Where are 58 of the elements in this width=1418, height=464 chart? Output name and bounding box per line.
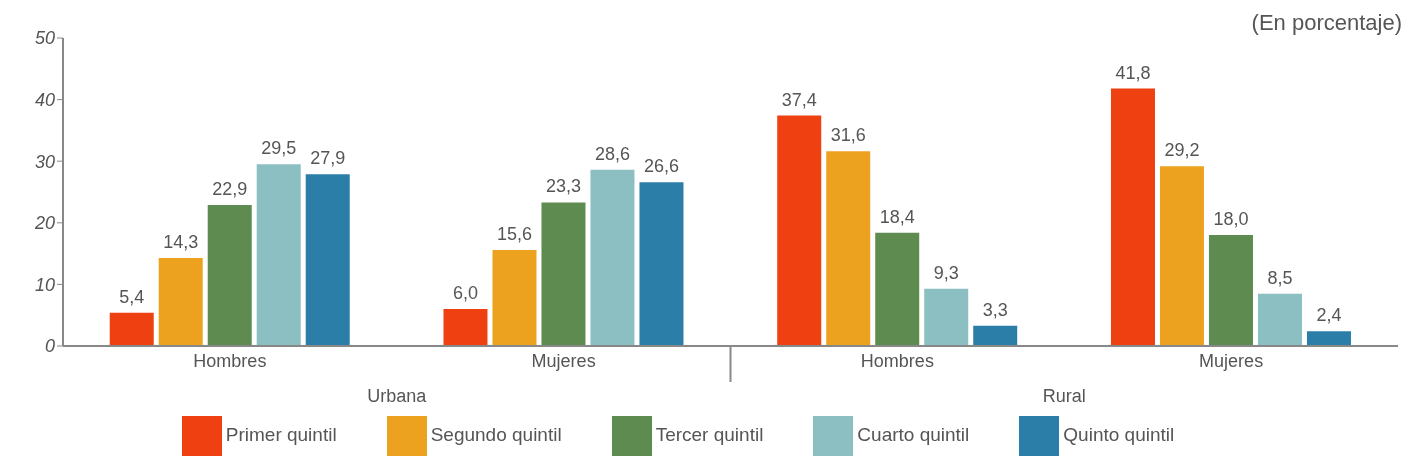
data-label: 26,6 [643,156,679,177]
bar [1110,88,1155,346]
data-label: 6,0 [452,283,478,304]
bar [826,151,871,346]
text: Rural [1042,386,1086,406]
y-tick-label: 20 [33,213,55,234]
bar [207,204,252,346]
y-tick-label: 30 [34,151,55,172]
bar [158,257,203,346]
bar [109,312,154,346]
y-tick-label: 50 [34,28,55,49]
legend-label: Tercer quintil [655,424,764,446]
data-label: 31,6 [830,125,866,146]
data-label: 22,9 [212,178,248,199]
data-label: 29,5 [261,138,297,159]
y-tick-label: 10 [34,274,55,295]
x-tick-label: Mujeres [531,350,596,371]
legend-label: Cuarto quintil [857,424,970,446]
y-tick-label: 40 [34,89,55,110]
data-label: 28,6 [594,143,630,164]
data-label: 15,6 [496,223,532,244]
bar [875,232,920,346]
bar [924,288,969,346]
bar [777,115,822,346]
data-label: 23,3 [545,176,581,197]
bar [256,164,301,346]
bar [1306,331,1351,346]
text: Urbana [367,386,428,406]
x-tick-label: Hombres [860,350,934,371]
bar [639,182,684,346]
legend-label: Quinto quintil [1063,424,1175,446]
data-label: 37,4 [781,89,817,110]
data-label: 8,5 [1267,267,1293,288]
data-label: 9,3 [933,262,959,283]
data-label: 41,8 [1115,62,1151,83]
data-label: 3,3 [982,299,1008,320]
data-label: 29,2 [1164,140,1200,161]
y-tick-label: 0 [44,336,55,357]
bar [541,202,586,346]
bar [492,249,537,346]
bar [443,309,488,346]
bar [590,169,635,346]
data-label: 5,4 [119,286,145,307]
bar [973,325,1018,346]
data-label: 27,9 [310,148,346,169]
bar [305,174,350,346]
x-tick-label: Mujeres [1199,350,1264,371]
bar [1208,235,1253,346]
chart-subtitle: (En porcentaje) [1251,10,1402,36]
bar [1159,166,1204,346]
data-label: 2,4 [1316,305,1342,326]
bar [1257,293,1302,346]
data-label: 18,0 [1213,209,1249,230]
data-label: 18,4 [879,206,915,227]
data-label: 14,3 [163,231,199,252]
legend-label: Segundo quintil [430,424,562,446]
legend-label: Primer quintil [225,424,337,446]
x-tick-label: Hombres [193,350,267,371]
